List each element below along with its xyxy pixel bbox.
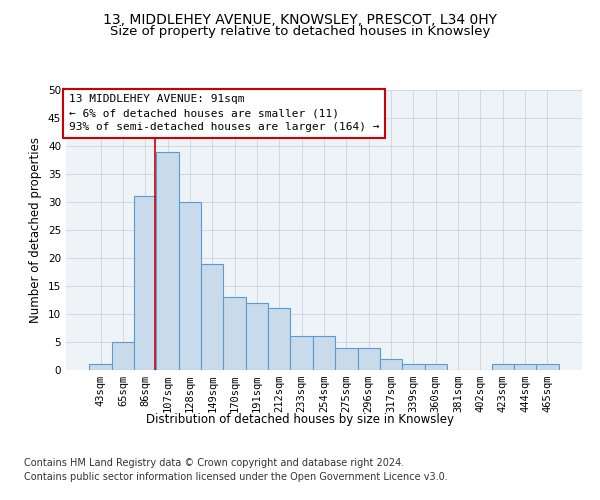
Text: Contains HM Land Registry data © Crown copyright and database right 2024.: Contains HM Land Registry data © Crown c… (24, 458, 404, 468)
Text: Size of property relative to detached houses in Knowsley: Size of property relative to detached ho… (110, 25, 490, 38)
Bar (157, 152, 179, 370)
Bar (335, 348, 358, 370)
Bar (313, 336, 335, 370)
Bar (358, 348, 380, 370)
Y-axis label: Number of detached properties: Number of detached properties (29, 137, 43, 323)
Bar (536, 364, 559, 370)
Text: Contains public sector information licensed under the Open Government Licence v3: Contains public sector information licen… (24, 472, 448, 482)
Bar (491, 364, 514, 370)
Text: 13 MIDDLEHEY AVENUE: 91sqm
← 6% of detached houses are smaller (11)
93% of semi-: 13 MIDDLEHEY AVENUE: 91sqm ← 6% of detac… (68, 94, 379, 132)
Bar (514, 364, 536, 370)
Bar (201, 264, 223, 370)
Text: 13, MIDDLEHEY AVENUE, KNOWSLEY, PRESCOT, L34 0HY: 13, MIDDLEHEY AVENUE, KNOWSLEY, PRESCOT,… (103, 12, 497, 26)
Bar (246, 303, 268, 370)
Bar (268, 308, 290, 370)
Text: Distribution of detached houses by size in Knowsley: Distribution of detached houses by size … (146, 412, 454, 426)
Bar (112, 342, 134, 370)
Bar (380, 359, 402, 370)
Bar (223, 297, 246, 370)
Bar (89, 364, 112, 370)
Bar (134, 196, 157, 370)
Bar (179, 202, 201, 370)
Bar (290, 336, 313, 370)
Bar (402, 364, 425, 370)
Bar (425, 364, 447, 370)
